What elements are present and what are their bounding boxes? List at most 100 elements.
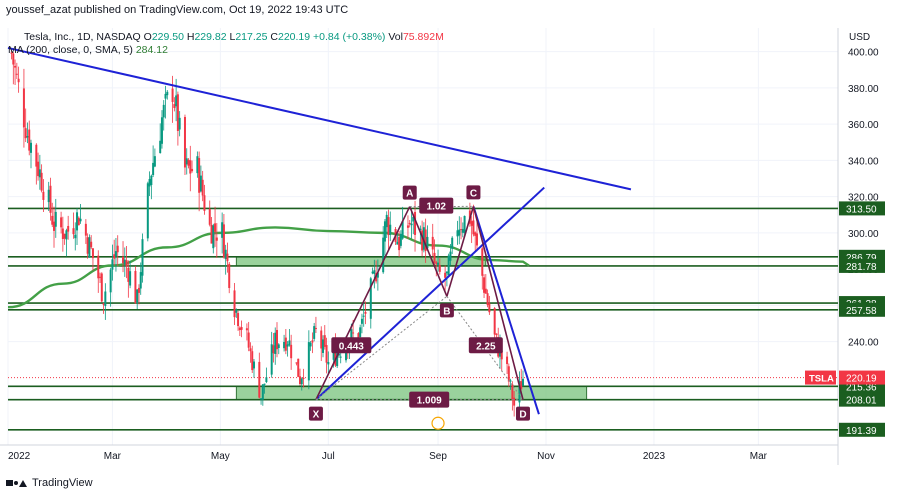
candle-body <box>277 344 280 348</box>
ma200-curve <box>7 226 530 309</box>
candle-body <box>272 345 275 354</box>
candle-body <box>185 158 188 165</box>
candle-body <box>97 255 100 279</box>
candle-body <box>175 95 178 107</box>
candle-body <box>398 236 401 251</box>
candle-body <box>472 220 475 235</box>
level-tag-label: 286.79 <box>846 253 877 264</box>
ratio-badge <box>419 197 454 214</box>
symbol-tag-bg <box>805 370 836 385</box>
tradingview-logo-icon <box>6 479 27 487</box>
candle-body <box>22 88 25 128</box>
candle-body <box>511 384 514 401</box>
candle-body <box>500 350 503 360</box>
candle-body <box>283 342 286 349</box>
time-tick-label: 2022 <box>8 451 31 462</box>
candle-body <box>221 222 224 238</box>
pattern-point-badge <box>439 303 454 318</box>
candle-body <box>309 342 312 347</box>
candle-body <box>51 215 54 225</box>
candle-body <box>102 303 105 305</box>
candle-body <box>60 217 63 228</box>
candle-body <box>299 376 302 385</box>
level-tag-bg <box>839 201 885 216</box>
pattern-point-badge <box>515 406 530 421</box>
candle-body <box>311 340 314 343</box>
candle-body <box>437 262 440 265</box>
candle-body <box>116 245 119 253</box>
trendline <box>315 186 545 401</box>
pattern-point-label: X <box>313 410 320 421</box>
candle-body <box>226 253 229 262</box>
footer-brand[interactable]: TradingView <box>32 477 93 489</box>
candle-body <box>191 168 194 172</box>
candle-body <box>146 183 149 239</box>
ratio-badge <box>468 337 503 354</box>
time-tick-label: 2023 <box>643 451 666 462</box>
ratio-badge <box>409 391 450 408</box>
candle-body <box>150 175 153 186</box>
candle-body <box>433 252 436 263</box>
candle-body <box>470 221 473 226</box>
symbol-tag-label: TSLA <box>809 374 834 385</box>
candle-body <box>447 255 450 276</box>
ratio-label: 1.02 <box>427 202 447 213</box>
pattern-point-badge <box>402 185 417 200</box>
candle-body <box>137 287 140 293</box>
pattern-point-label: D <box>519 410 526 421</box>
last-price-tag-bg <box>839 370 885 385</box>
candle-body <box>215 237 218 241</box>
dividend-event-icon <box>431 416 445 430</box>
candle-body <box>76 212 79 231</box>
level-tag-label: 281.78 <box>846 262 877 273</box>
candle-body <box>521 378 524 386</box>
candle-body <box>214 223 217 232</box>
ratio-label: 0.443 <box>339 341 364 352</box>
candle-body <box>251 351 254 371</box>
time-axis: 2022 Mar May Jul Sep Nov 2023 Mar <box>8 451 768 462</box>
candle-body <box>399 233 402 246</box>
candle-body <box>14 65 17 68</box>
candle-body <box>357 333 360 339</box>
candle-body <box>30 142 33 153</box>
price-tick-label: 300.00 <box>848 229 879 240</box>
candle-body <box>199 175 202 192</box>
candle-body <box>235 309 238 313</box>
candle-body <box>451 237 454 249</box>
level-tag-label: 215.36 <box>846 382 877 393</box>
candle-body <box>509 380 512 382</box>
candle-body <box>274 332 277 355</box>
candle-body <box>410 223 413 226</box>
candle-body <box>77 217 80 226</box>
candle-body <box>35 144 38 167</box>
candle-body <box>406 225 409 228</box>
candle-body <box>263 383 266 385</box>
candle-body <box>153 156 156 167</box>
candle-body <box>426 236 429 249</box>
candle-body <box>458 229 461 236</box>
candle-body <box>307 342 310 381</box>
candle-body <box>383 221 386 242</box>
symbol-legend: Tesla, Inc., 1D, NASDAQ O229.50 H229.82 … <box>24 31 444 43</box>
candle-body <box>314 328 317 330</box>
candle-body <box>109 269 112 293</box>
close-label: C <box>270 31 278 43</box>
candle-body <box>100 273 103 302</box>
candle-body <box>90 241 93 248</box>
harmonic-pattern: X A B C D 0.443 1.02 2.25 1.009 <box>308 185 530 430</box>
candle-body <box>162 104 165 118</box>
candle-body <box>412 216 415 222</box>
candle-body <box>421 230 424 251</box>
candle-body <box>122 256 125 264</box>
candle-body <box>134 270 137 304</box>
price-tick-label: 320.00 <box>848 193 879 204</box>
candle-body <box>12 53 15 65</box>
candle-body <box>320 330 323 349</box>
candle-body <box>139 272 142 289</box>
candle-body <box>495 333 498 335</box>
candle-body <box>385 214 388 228</box>
price-tick-label: 400.00 <box>848 48 879 59</box>
candle-body <box>238 327 241 331</box>
candle-body <box>290 344 293 359</box>
